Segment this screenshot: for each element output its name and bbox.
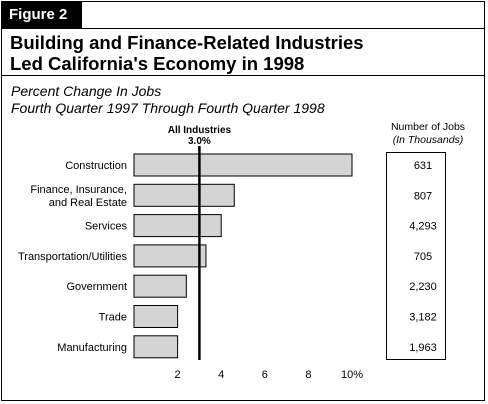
category-label: Transportation/Utilities — [18, 251, 128, 263]
figure-title: Building and Finance-Related Industries … — [10, 32, 364, 74]
category-label: Services — [85, 221, 128, 233]
category-label: Finance, Insurance, — [30, 184, 127, 196]
x-tick-label: 10% — [341, 369, 363, 381]
jobs-header-unit: (In Thousands) — [392, 134, 464, 146]
x-tick-label: 2 — [175, 369, 181, 381]
category-label: Trade — [99, 312, 127, 324]
subtitle-line-1: Percent Change In Jobs — [11, 83, 162, 99]
category-label: and Real Estate — [49, 197, 127, 209]
subtitle-line-2: Fourth Quarter 1997 Through Fourth Quart… — [11, 100, 325, 116]
jobs-header-label: Number of Jobs — [390, 121, 466, 133]
category-label: Construction — [65, 160, 127, 172]
title-box: Building and Finance-Related Industries … — [2, 28, 484, 76]
category-label: Government — [66, 281, 127, 293]
bar — [133, 305, 179, 328]
x-tick-label: 4 — [218, 369, 224, 381]
jobs-value: 4,293 — [409, 221, 437, 233]
bar — [133, 244, 207, 268]
jobs-value: 807 — [414, 190, 432, 202]
x-tick-label: 6 — [262, 369, 268, 381]
jobs-value: 1,963 — [409, 342, 437, 354]
reference-label-line-1: All Industries — [168, 125, 232, 136]
title-line-2: Led California's Economy in 1998 — [10, 53, 305, 74]
jobs-box — [386, 152, 446, 360]
bar — [133, 274, 187, 298]
figure-subtitle: Percent Change In Jobs Fourth Quarter 19… — [11, 83, 325, 117]
jobs-value: 705 — [414, 251, 432, 263]
bar — [133, 214, 222, 238]
jobs-value: 3,182 — [409, 312, 437, 324]
x-tick-label: 8 — [305, 369, 311, 381]
bar — [133, 153, 353, 177]
figure-tag: Figure 2 — [2, 2, 82, 28]
bar — [133, 183, 235, 207]
reference-label-line-2: 3.0% — [188, 136, 211, 147]
category-label: Manufacturing — [57, 342, 127, 354]
title-line-1: Building and Finance-Related Industries — [10, 32, 364, 53]
jobs-value: 2,230 — [409, 281, 437, 293]
jobs-value: 631 — [414, 160, 432, 172]
bar — [133, 335, 179, 359]
jobs-column-header: Number of Jobs (In Thousands) — [378, 121, 478, 147]
